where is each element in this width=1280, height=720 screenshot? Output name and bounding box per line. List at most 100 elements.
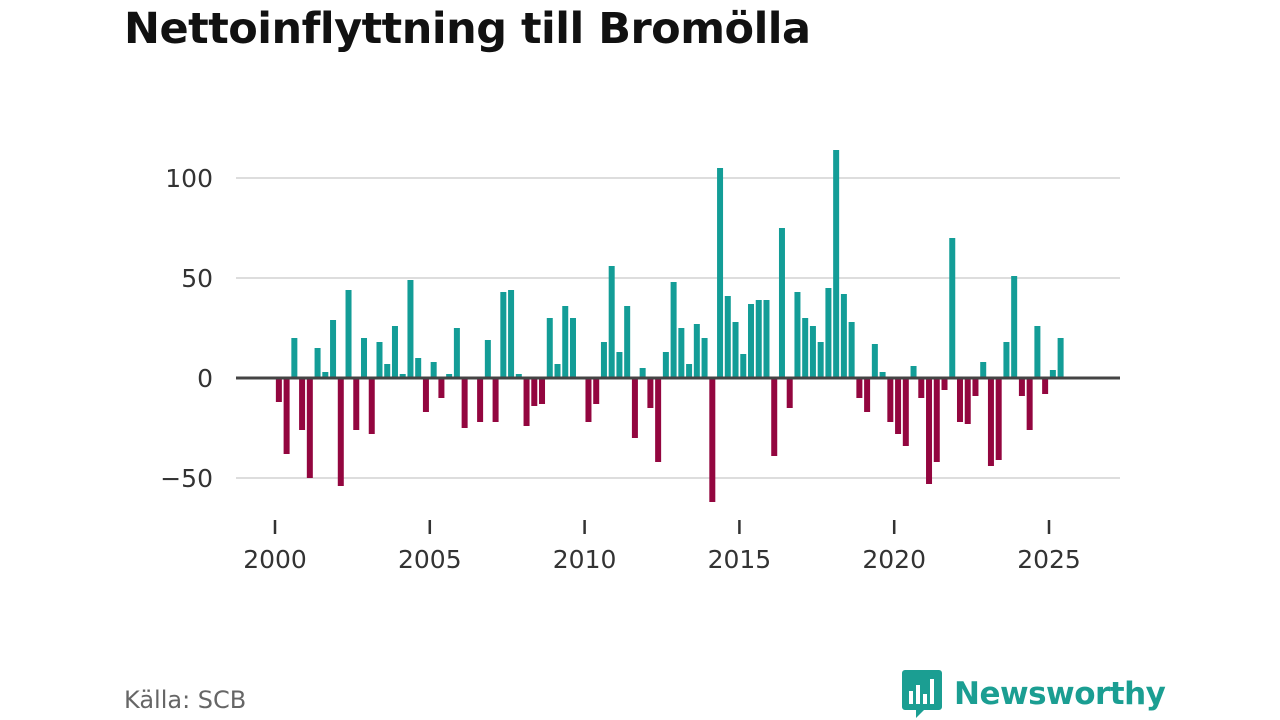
bar bbox=[407, 280, 414, 378]
bar bbox=[693, 324, 700, 378]
bar bbox=[1057, 338, 1064, 378]
bar bbox=[376, 342, 383, 378]
bar bbox=[717, 168, 724, 378]
bar bbox=[972, 378, 979, 396]
bar bbox=[778, 228, 785, 378]
bar bbox=[446, 374, 453, 378]
bar bbox=[949, 238, 956, 378]
bar bbox=[1011, 276, 1018, 378]
y-tick-label: 0 bbox=[197, 364, 213, 393]
bar bbox=[825, 288, 832, 378]
bar bbox=[353, 378, 360, 430]
bar bbox=[492, 378, 499, 422]
bar bbox=[1042, 378, 1049, 394]
bar bbox=[910, 366, 917, 378]
bar bbox=[624, 306, 631, 378]
bar bbox=[864, 378, 871, 412]
x-tick-label: 2025 bbox=[1017, 545, 1081, 574]
bar bbox=[368, 378, 375, 434]
x-tick-label: 2015 bbox=[708, 545, 772, 574]
bar bbox=[933, 378, 940, 462]
bar bbox=[964, 378, 971, 424]
bar bbox=[1018, 378, 1025, 396]
bar bbox=[763, 300, 770, 378]
bar bbox=[322, 372, 329, 378]
bar bbox=[1034, 326, 1041, 378]
bar bbox=[1049, 370, 1056, 378]
bar bbox=[709, 378, 716, 502]
bar bbox=[523, 378, 530, 426]
chart-title: Nettoinflyttning till Bromölla bbox=[124, 4, 811, 54]
bar bbox=[848, 322, 855, 378]
bar bbox=[724, 296, 731, 378]
bar bbox=[817, 342, 824, 378]
x-tick-label: 2010 bbox=[553, 545, 617, 574]
bar bbox=[987, 378, 994, 466]
bar bbox=[786, 378, 793, 408]
bar bbox=[616, 352, 623, 378]
bar bbox=[438, 378, 445, 398]
bar bbox=[895, 378, 902, 434]
bar bbox=[755, 300, 762, 378]
y-tick-label: −50 bbox=[160, 464, 213, 493]
bar bbox=[902, 378, 909, 446]
bar bbox=[608, 266, 615, 378]
bar bbox=[655, 378, 662, 462]
bar bbox=[384, 364, 391, 378]
bar bbox=[430, 362, 437, 378]
bar bbox=[771, 378, 778, 456]
bar bbox=[802, 318, 809, 378]
bar bbox=[662, 352, 669, 378]
bar bbox=[291, 338, 298, 378]
axes: −50 0 50 100 2000 2005 2010 2015 2020 2025 bbox=[160, 164, 1120, 574]
bar bbox=[554, 364, 561, 378]
bar bbox=[330, 320, 337, 378]
bar bbox=[562, 306, 569, 378]
bar bbox=[453, 328, 460, 378]
y-tick-label: 50 bbox=[181, 264, 213, 293]
bar bbox=[926, 378, 933, 484]
bar bbox=[531, 378, 538, 406]
bar bbox=[600, 342, 607, 378]
bar bbox=[299, 378, 306, 430]
bar bbox=[1026, 378, 1033, 430]
bar bbox=[1003, 342, 1010, 378]
bar bbox=[391, 326, 398, 378]
bar bbox=[539, 378, 546, 404]
bar bbox=[399, 374, 406, 378]
bar bbox=[593, 378, 600, 404]
x-tick-label: 2000 bbox=[243, 545, 307, 574]
bar bbox=[686, 364, 693, 378]
bar bbox=[748, 304, 755, 378]
bar bbox=[361, 338, 368, 378]
bar bbox=[461, 378, 468, 428]
bar bbox=[956, 378, 963, 422]
bar-chart-bubble-icon bbox=[902, 670, 942, 718]
bar bbox=[275, 378, 282, 402]
bar bbox=[585, 378, 592, 422]
bar bbox=[337, 378, 344, 486]
bar bbox=[546, 318, 553, 378]
logo-bubble bbox=[902, 670, 942, 718]
bar bbox=[484, 340, 491, 378]
bar bbox=[508, 290, 515, 378]
bar bbox=[314, 348, 321, 378]
bars bbox=[275, 150, 1064, 502]
source-note: Källa: SCB bbox=[124, 686, 247, 714]
bar bbox=[980, 362, 987, 378]
bar bbox=[879, 372, 886, 378]
bar bbox=[918, 378, 925, 398]
bar bbox=[732, 322, 739, 378]
x-tick-label: 2020 bbox=[862, 545, 926, 574]
bar bbox=[306, 378, 313, 478]
bar bbox=[569, 318, 576, 378]
bar bbox=[701, 338, 708, 378]
bar bbox=[345, 290, 352, 378]
bar bbox=[283, 378, 290, 454]
bar bbox=[639, 368, 646, 378]
bar bbox=[678, 328, 685, 378]
y-tick-label: 100 bbox=[165, 164, 213, 193]
bar bbox=[500, 292, 507, 378]
brand-logo: Newsworthy bbox=[902, 670, 1166, 718]
